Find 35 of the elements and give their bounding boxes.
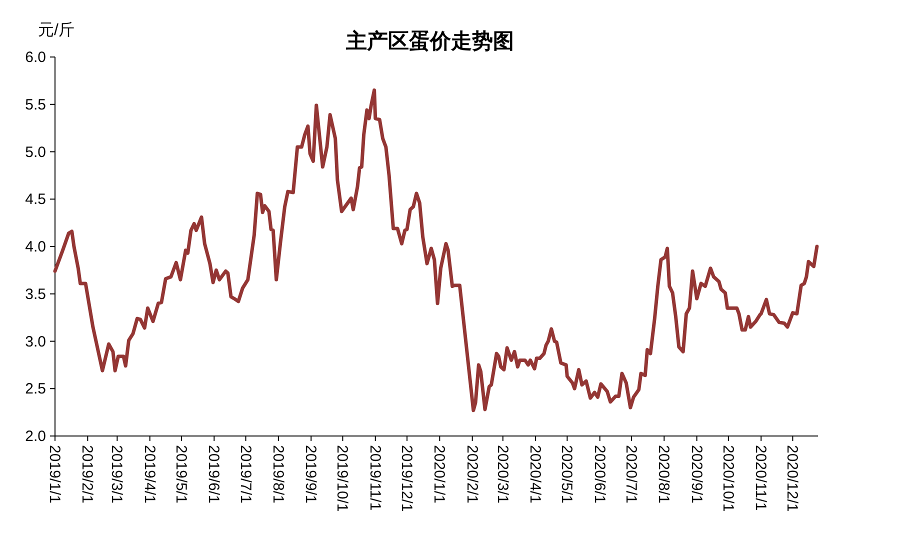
x-tick-label: 2019/7/1 <box>236 445 254 504</box>
x-tick-label: 2019/2/1 <box>78 445 96 504</box>
x-tick-label: 2020/4/1 <box>526 445 544 504</box>
x-tick-label: 2019/11/1 <box>366 445 384 511</box>
y-tick-label: 2.0 <box>25 428 46 445</box>
x-tick-label: 2020/3/1 <box>494 445 511 504</box>
x-tick-label: 2020/8/1 <box>655 445 672 504</box>
x-tick-label: 2020/5/1 <box>558 445 576 504</box>
x-tick-label: 2020/2/1 <box>463 445 480 504</box>
x-tick-label: 2019/12/1 <box>398 445 415 512</box>
y-tick-label: 5.5 <box>25 96 46 114</box>
x-tick-label: 2019/5/1 <box>172 445 190 504</box>
x-tick-label: 2019/10/1 <box>334 445 351 512</box>
y-tick-label: 2.5 <box>25 380 46 398</box>
y-tick-label: 4.0 <box>25 238 46 256</box>
y-tick-label: 3.5 <box>25 286 46 303</box>
y-tick-label: 6.0 <box>25 49 46 66</box>
y-tick-label: 5.0 <box>25 144 46 161</box>
chart-title: 主产区蛋价走势图 <box>345 29 514 53</box>
y-axis-title: 元/斤 <box>38 21 74 39</box>
x-tick-label: 2019/6/1 <box>205 445 222 504</box>
y-tick-label: 4.5 <box>25 191 46 208</box>
x-tick-label: 2020/12/1 <box>784 445 801 512</box>
x-tick-label: 2019/4/1 <box>140 445 158 504</box>
x-tick-label: 2019/9/1 <box>302 445 320 504</box>
x-tick-label: 2020/7/1 <box>622 445 640 504</box>
x-tick-label: 2020/11/1 <box>752 445 770 511</box>
x-tick-label: 2019/1/1 <box>46 445 63 504</box>
x-tick-label: 2019/3/1 <box>108 445 126 504</box>
x-tick-label: 2020/10/1 <box>719 445 736 512</box>
x-tick-label: 2020/1/1 <box>430 445 448 504</box>
x-tick-label: 2019/8/1 <box>269 445 286 504</box>
x-tick-label: 2020/6/1 <box>590 445 608 504</box>
y-tick-label: 3.0 <box>25 333 46 350</box>
x-tick-label: 2020/9/1 <box>688 445 705 504</box>
